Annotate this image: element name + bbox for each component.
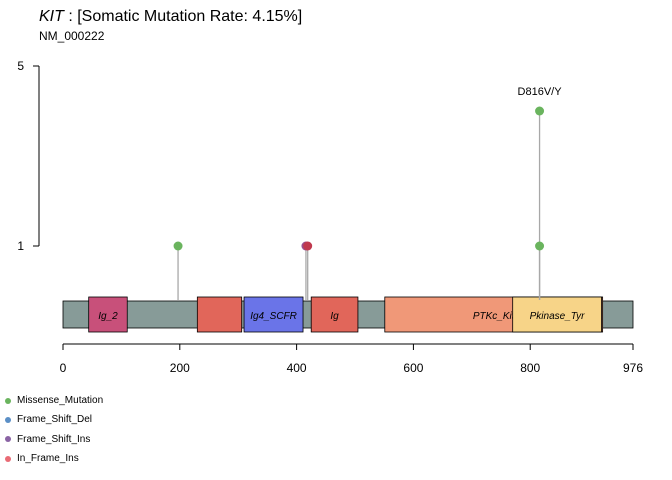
mutation-point-4 (535, 106, 545, 116)
domain-label-Ig_2: Ig_2 (98, 311, 118, 322)
domain-label-PTKc_Kit: PTKc_Kit (473, 311, 516, 322)
mutation-label-4: D816V/Y (518, 86, 563, 98)
legend-label: Frame_Shift_Del (17, 414, 93, 426)
legend-swatch (5, 416, 11, 423)
x-tick-label-200: 200 (170, 361, 190, 375)
x-tick-label-800: 800 (520, 361, 540, 375)
legend: Missense_Mutation Frame_Shift_Del Frame_Sh… (5, 391, 103, 468)
legend-label: In_Frame_Ins (17, 453, 79, 465)
x-tick-label-400: 400 (287, 361, 307, 375)
legend-swatch (5, 436, 11, 443)
legend-item: Frame_Shift_Del (5, 410, 103, 429)
x-tick-label-976: 976 (623, 361, 643, 375)
domain-Ig_2 (88, 296, 128, 333)
legend-item: Missense_Mutation (5, 391, 103, 410)
y-tick-label-1: 1 (17, 239, 24, 253)
legend-item: In_Frame_Ins (5, 449, 103, 468)
legend-swatch (5, 455, 11, 462)
gene-name: KIT (39, 8, 64, 25)
domain-label-Ig: Ig (330, 311, 339, 322)
mutation-point-3 (535, 241, 545, 251)
chart-title: KIT : [Somatic Mutation Rate: 4.15%] (39, 8, 302, 26)
domain-label-Pkinase_Tyr: Pkinase_Tyr (530, 311, 586, 322)
x-tick-label-600: 600 (403, 361, 423, 375)
legend-item: Frame_Shift_Ins (5, 430, 103, 449)
domain-label-Ig4_SCFR: Ig4_SCFR (250, 311, 297, 322)
chart-subtitle: NM_000222 (39, 29, 105, 43)
title-rate: : [Somatic Mutation Rate: 4.15%] (63, 8, 303, 25)
domain-unlabeled-1 (196, 296, 243, 333)
legend-label: Missense_Mutation (17, 395, 104, 407)
domain-Ig (310, 296, 359, 333)
legend-label: Frame_Shift_Ins (17, 433, 91, 445)
domain-Pkinase_Tyr (512, 296, 602, 333)
mutation-point-2 (303, 241, 313, 251)
legend-swatch (5, 397, 11, 404)
x-tick-label-0: 0 (60, 361, 67, 375)
domain-Ig4_SCFR (243, 296, 304, 333)
y-tick-label-5: 5 (17, 59, 24, 73)
mutation-point-0 (173, 241, 183, 251)
